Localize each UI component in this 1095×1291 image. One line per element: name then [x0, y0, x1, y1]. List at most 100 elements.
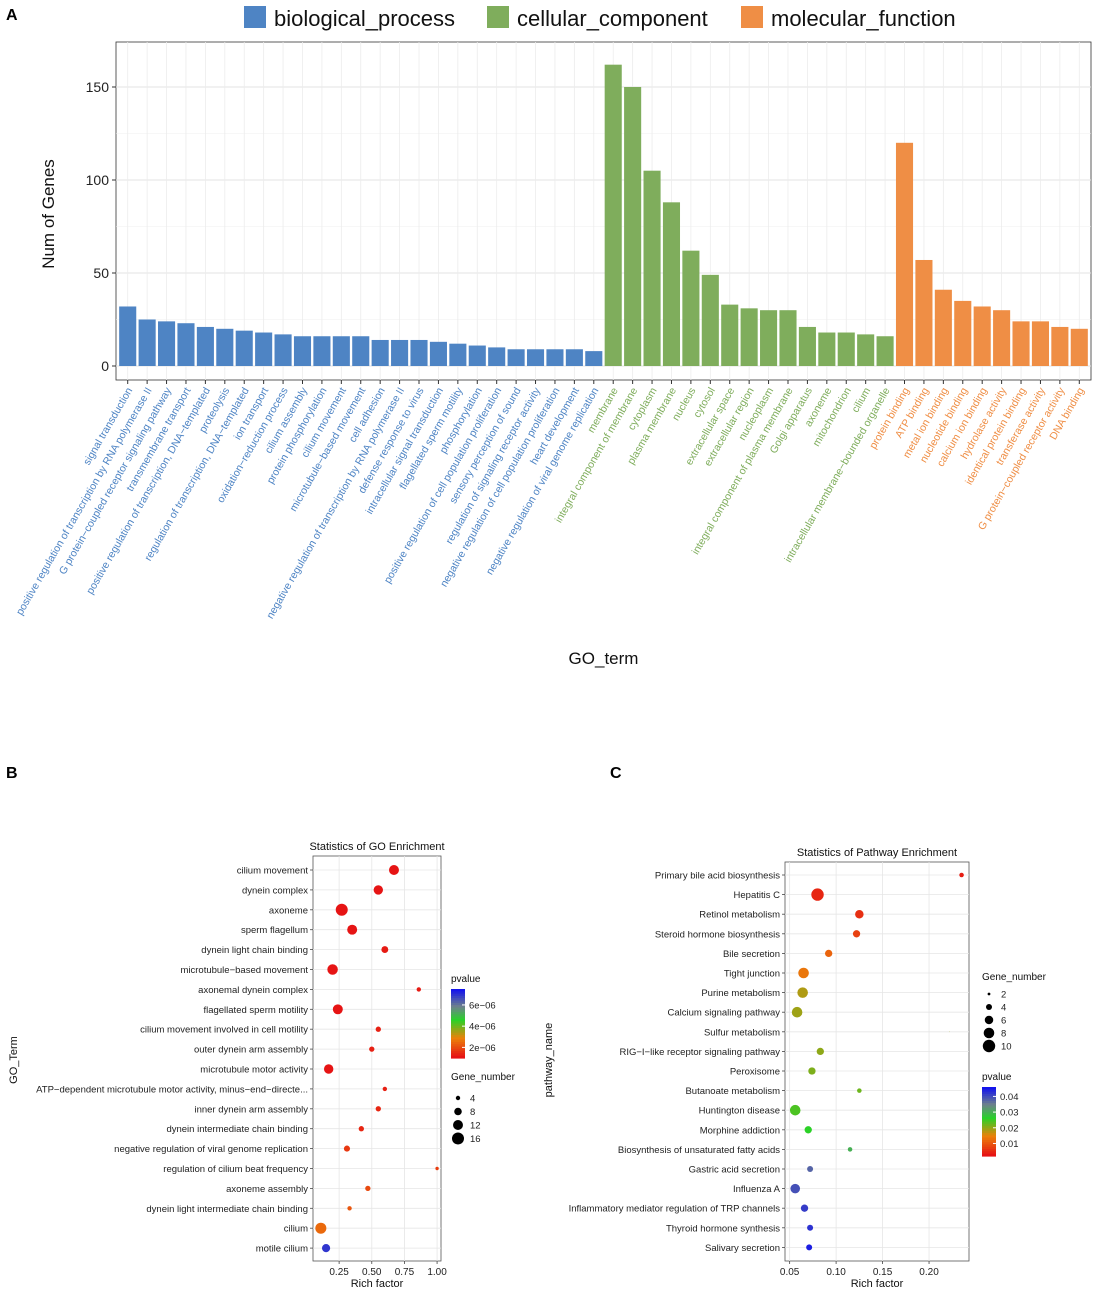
y-tick-label: 100	[86, 172, 110, 188]
point-axoneme assembly	[365, 1185, 371, 1192]
bar-cytoplasm	[643, 170, 661, 366]
bar-integral component of membrane	[624, 87, 642, 366]
pvalue-colorbar-segment	[451, 998, 465, 1002]
y-tick-label: sperm flagellum	[241, 925, 308, 936]
pvalue-colorbar-segment	[451, 1032, 465, 1036]
pvalue-colorbar-segment	[982, 1137, 996, 1141]
size-legend-label: 4	[1001, 1003, 1006, 1014]
y-tick-label: Tight junction	[724, 969, 780, 980]
x-axis-title: GO_term	[569, 649, 639, 668]
size-legend-title: Gene_number	[451, 1072, 516, 1083]
point-Purine metabolism	[797, 987, 808, 998]
bar-identical protein binding	[1012, 321, 1030, 366]
point-Retinol metabolism	[855, 909, 864, 919]
size-legend-dot	[982, 1039, 996, 1053]
y-tick-label: cilium movement	[237, 866, 309, 877]
pvalue-colorbar-segment	[451, 1048, 465, 1052]
point-Biosynthesis of unsaturated fatty acids	[847, 1147, 853, 1152]
y-tick-label: Influenza A	[733, 1184, 781, 1195]
pvalue-colorbar-segment	[982, 1110, 996, 1113]
bar-nucleotide binding	[954, 300, 972, 366]
bar-positive regulation of transcription by RNA polymerase II	[138, 319, 156, 366]
bar-plasma membrane	[662, 202, 681, 366]
bar-cytosol	[701, 274, 719, 366]
size-legend-dot	[985, 1003, 993, 1011]
size-legend-dot	[987, 992, 991, 996]
pvalue-colorbar-segment	[451, 989, 465, 992]
pvalue-colorbar-segment	[982, 1096, 996, 1100]
pvalue-colorbar-segment	[982, 1149, 996, 1152]
point-microtubule−based movement	[327, 964, 338, 975]
point-dynein intermediate chain binding	[358, 1126, 364, 1132]
pvalue-colorbar-segment	[982, 1089, 996, 1093]
bar-negative regulation of viral genome replication	[585, 351, 603, 366]
plot-title: Statistics of GO Enrichment	[309, 841, 444, 853]
x-tick-label: 0.10	[826, 1267, 846, 1278]
pvalue-colorbar-segment	[982, 1105, 996, 1109]
pvalue-colorbar-segment	[982, 1146, 996, 1150]
pvalue-colorbar-segment	[982, 1098, 996, 1102]
point-Primary bile acid biosynthesis	[959, 872, 964, 878]
point-regulation of cilium beat frequency	[435, 1166, 439, 1171]
pvalue-colorbar-segment	[982, 1126, 996, 1129]
size-legend-label: 16	[470, 1134, 481, 1145]
point-Hepatitis C	[811, 888, 824, 901]
y-tick-label: 150	[86, 79, 110, 95]
y-tick-label: axoneme assembly	[226, 1184, 308, 1195]
pvalue-colorbar-segment	[982, 1130, 996, 1134]
bar-heart development	[565, 349, 583, 366]
size-legend-label: 8	[1001, 1029, 1006, 1040]
x-tick-label: 0.15	[873, 1267, 893, 1278]
pvalue-colorbar-segment	[982, 1123, 996, 1127]
y-tick-label: regulation of cilium beat frequency	[163, 1164, 308, 1175]
pvalue-colorbar-segment	[451, 1028, 465, 1031]
pvalue-legend-tick: 2e−06	[469, 1043, 496, 1054]
point-Tight junction	[798, 967, 809, 979]
x-axis-title: Rich factor	[851, 1278, 904, 1290]
bar-oxidation−reduction process	[274, 334, 292, 366]
bar-regulation of signaling receptor activity	[526, 349, 545, 366]
point-flagellated sperm motility	[332, 1004, 343, 1015]
bar-ATP binding	[915, 259, 933, 366]
point-Inflammatory mediator regulation of TRP channels	[800, 1204, 809, 1212]
x-tick-label: 0.20	[919, 1267, 939, 1278]
y-tick-label: Inflammatory mediator regulation of TRP …	[569, 1204, 781, 1215]
legend-key-cellular_component	[487, 6, 509, 28]
bar-defense response to virus	[410, 339, 428, 366]
pvalue-legend-tick: 0.01	[1000, 1139, 1019, 1150]
pvalue-legend-tick: 6e−06	[469, 1000, 496, 1011]
pvalue-colorbar-segment	[451, 1007, 465, 1011]
bar-metal ion binding	[934, 289, 952, 366]
pvalue-colorbar-segment	[982, 1121, 996, 1125]
y-tick-label: Biosynthesis of unsaturated fatty acids	[618, 1145, 780, 1156]
bar-phosphorylation	[468, 345, 486, 366]
x-tick-label: 0.05	[780, 1267, 800, 1278]
bar-positive regulation of cell population proliferation	[488, 347, 506, 366]
size-legend-dot	[983, 1027, 995, 1039]
y-tick-label: outer dynein arm assembly	[194, 1045, 308, 1056]
point-Salivary secretion	[806, 1244, 813, 1251]
pvalue-colorbar-segment	[982, 1139, 996, 1143]
pvalue-colorbar-segment	[451, 1016, 465, 1020]
bar-cell adhesion	[371, 339, 389, 366]
point-axoneme	[335, 903, 348, 916]
pvalue-colorbar-segment	[451, 1044, 465, 1048]
bar-cilium assembly	[293, 336, 312, 366]
y-tick-label: 50	[93, 265, 109, 281]
bar-positive regulation of transcription, DNA−templated	[196, 326, 214, 366]
y-tick-label: microtubule motor activity	[200, 1065, 308, 1076]
y-tick-label: cilium	[284, 1224, 308, 1235]
pvalue-colorbar-segment	[451, 1021, 465, 1025]
y-tick-label: Sulfur metabolism	[704, 1027, 780, 1038]
pvalue-colorbar-segment	[982, 1112, 996, 1116]
pvalue-colorbar-segment	[451, 1041, 465, 1045]
pvalue-colorbar-segment	[982, 1116, 996, 1120]
pvalue-colorbar-segment	[451, 1046, 465, 1050]
point-Steroid hormone biosynthesis	[852, 930, 861, 938]
point-dynein light chain binding	[381, 946, 389, 954]
x-tick-label: positive regulation of transcription by …	[14, 386, 155, 618]
x-tick-label: 0.75	[395, 1267, 415, 1278]
pvalue-colorbar-segment	[982, 1091, 996, 1095]
pvalue-colorbar-segment	[451, 1035, 465, 1038]
y-tick-label: axonemal dynein complex	[198, 985, 308, 996]
